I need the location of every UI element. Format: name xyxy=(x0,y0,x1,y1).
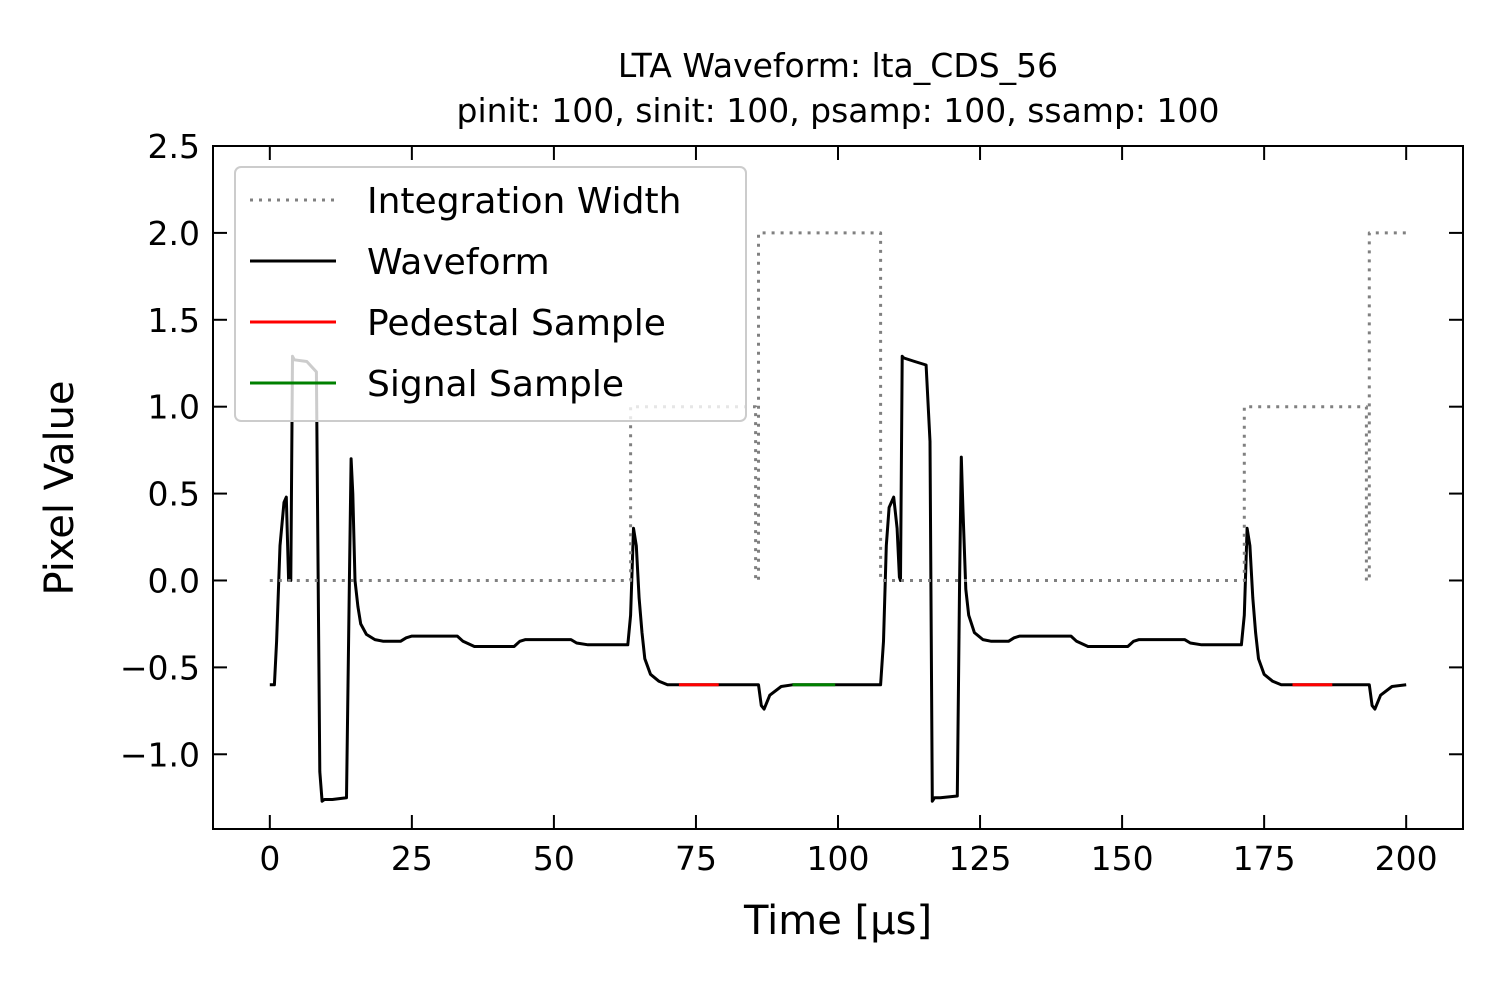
y-tick-label: 2.5 xyxy=(148,127,200,166)
x-tick-label: 50 xyxy=(533,839,575,878)
x-tick-label: 0 xyxy=(259,839,280,878)
legend-label-integration-width: Integration Width xyxy=(367,181,681,222)
x-tick-label: 175 xyxy=(1233,839,1296,878)
legend-box xyxy=(234,166,747,422)
x-tick-label: 100 xyxy=(807,839,870,878)
y-tick-label: 0.5 xyxy=(148,475,200,514)
x-tick-label: 25 xyxy=(391,839,433,878)
chart-title: LTA Waveform: lta_CDS_56 xyxy=(618,46,1058,85)
y-tick-label: 1.5 xyxy=(148,301,200,340)
y-tick-label: 1.0 xyxy=(148,388,200,427)
waveform-line xyxy=(269,354,1407,803)
x-tick-label: 150 xyxy=(1091,839,1154,878)
x-tick-label: 125 xyxy=(949,839,1012,878)
legend-label-pedestal-sample: Pedestal Sample xyxy=(367,303,666,344)
legend: Integration Width Waveform Pedestal Samp… xyxy=(234,166,747,422)
legend-label-signal-sample: Signal Sample xyxy=(367,364,624,405)
plot-series xyxy=(269,231,1407,803)
x-axis-label: Time [μs] xyxy=(743,898,932,944)
x-tick-label: 75 xyxy=(675,839,717,878)
x-tick-label: 200 xyxy=(1375,839,1438,878)
y-tick-label: 2.0 xyxy=(148,214,200,253)
chart-subtitle: pinit: 100, sinit: 100, psamp: 100, ssam… xyxy=(457,91,1220,130)
y-tick-label: 0.0 xyxy=(148,561,200,600)
axis-ticks: 0 25 50 75 100 125 150 175 200 −1.0 −0.5 0.0 0.5 1.0 1… xyxy=(120,127,1463,878)
y-tick-label: −0.5 xyxy=(120,648,200,687)
y-tick-label: −1.0 xyxy=(120,735,200,774)
legend-label-waveform: Waveform xyxy=(367,242,550,283)
plot-frame xyxy=(212,145,1464,830)
y-axis-label: Pixel Value xyxy=(37,380,83,595)
